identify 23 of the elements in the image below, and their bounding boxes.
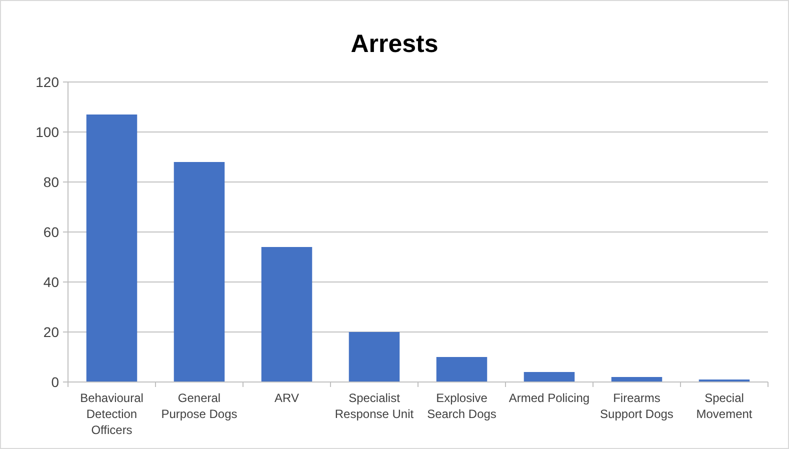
x-tick-label: Armed Policing bbox=[508, 391, 590, 405]
bar bbox=[436, 357, 488, 382]
x-tick-label: Behavioural Detection Officers bbox=[80, 391, 144, 437]
x-tick-label: ARV bbox=[274, 391, 299, 405]
x-tick-label: Explosive Search Dogs bbox=[427, 391, 496, 421]
bar bbox=[261, 247, 312, 382]
bar bbox=[611, 377, 662, 382]
y-tick-label: 40 bbox=[43, 274, 60, 290]
x-tick-label: General Purpose Dogs bbox=[161, 391, 238, 421]
bar bbox=[174, 162, 225, 382]
x-tick-label: Specialist Response Unit bbox=[334, 391, 414, 421]
y-tick-label: 100 bbox=[36, 124, 60, 140]
chart-title: Arrests bbox=[350, 30, 438, 58]
bar bbox=[348, 332, 400, 382]
y-tick-label: 80 bbox=[43, 174, 60, 190]
bar bbox=[86, 114, 138, 382]
bar bbox=[524, 372, 575, 382]
y-tick-label: 60 bbox=[43, 224, 60, 240]
y-tick-label: 120 bbox=[36, 74, 60, 90]
x-tick-label: Firearms Support Dogs bbox=[600, 391, 674, 421]
y-tick-label: 0 bbox=[51, 374, 60, 390]
y-tick-label: 20 bbox=[43, 324, 60, 340]
x-tick-label: Special Movement bbox=[696, 391, 753, 421]
